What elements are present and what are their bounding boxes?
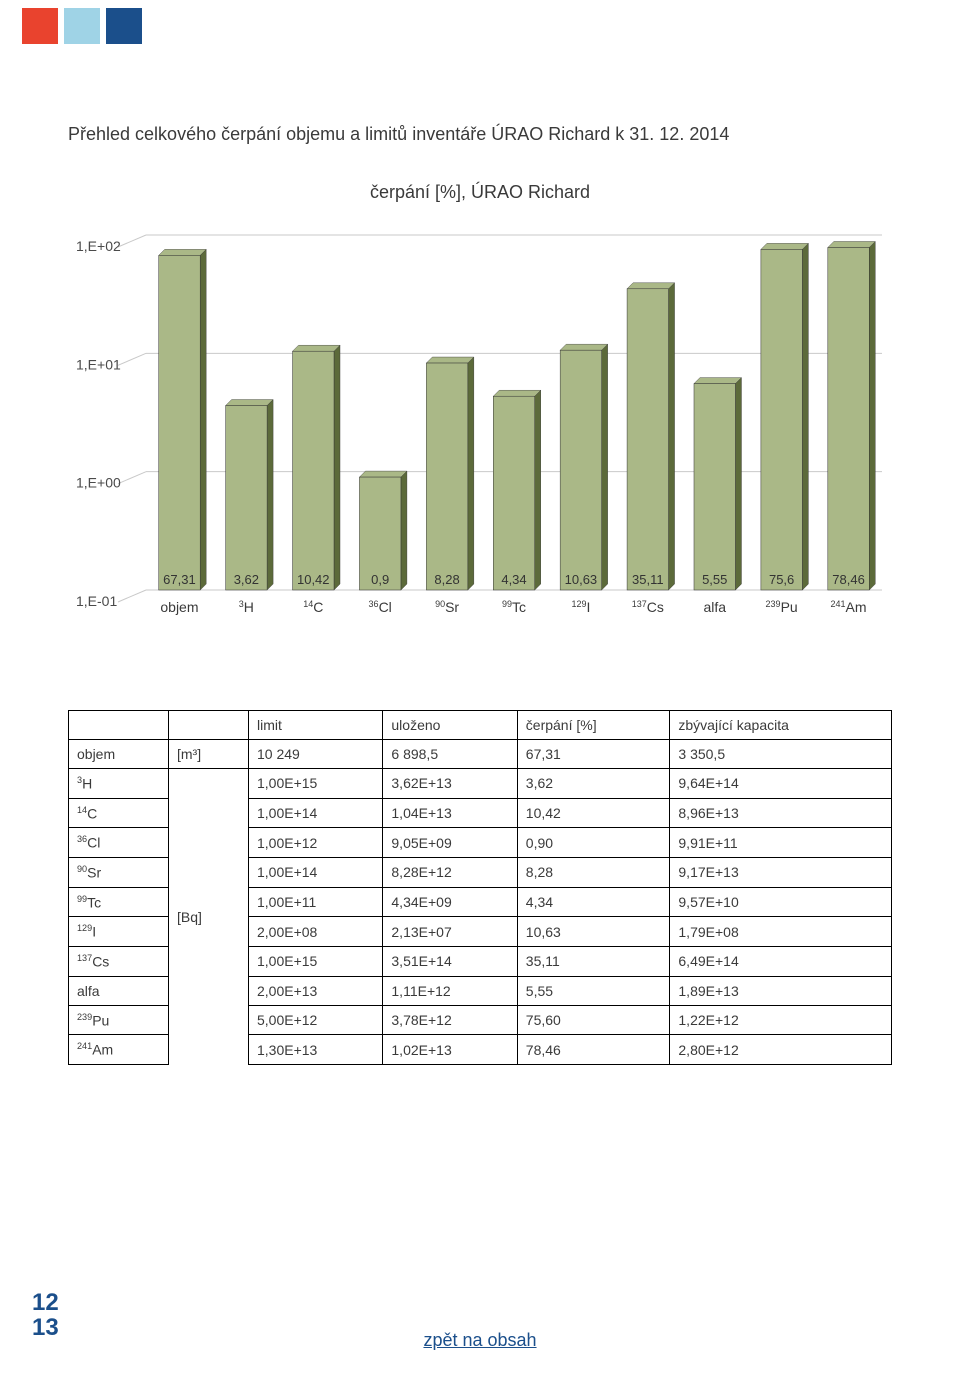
row-label: 129I: [69, 917, 169, 947]
cell-cerpani: 0,90: [517, 828, 670, 858]
cell-limit: 2,00E+13: [249, 976, 383, 1005]
cell-cerpani: 67,31: [517, 740, 670, 769]
cell-cerpani: 10,63: [517, 917, 670, 947]
cell-ulozeno: 3,78E+12: [383, 1005, 517, 1035]
th-ulozeno: uloženo: [383, 711, 517, 740]
cell-ulozeno: 1,02E+13: [383, 1035, 517, 1065]
cell-zbyv: 1,79E+08: [670, 917, 892, 947]
svg-text:99Tc: 99Tc: [502, 599, 526, 615]
row-label: 99Tc: [69, 887, 169, 917]
cell-zbyv: 2,80E+12: [670, 1035, 892, 1065]
cell-cerpani: 5,55: [517, 976, 670, 1005]
data-table: limituloženočerpání [%]zbývající kapacit…: [68, 710, 892, 1065]
cell-zbyv: 6,49E+14: [670, 946, 892, 976]
svg-text:67,31: 67,31: [163, 572, 196, 587]
th-zbyv: zbývající kapacita: [670, 711, 892, 740]
cell-zbyv: 8,96E+13: [670, 798, 892, 828]
row-label: 90Sr: [69, 857, 169, 887]
cell-ulozeno: 3,51E+14: [383, 946, 517, 976]
cell-cerpani: 35,11: [517, 946, 670, 976]
cell-ulozeno: 8,28E+12: [383, 857, 517, 887]
cell-zbyv: 9,91E+11: [670, 828, 892, 858]
cell-ulozeno: 1,11E+12: [383, 976, 517, 1005]
square-3: [106, 8, 142, 44]
svg-text:129I: 129I: [571, 599, 590, 615]
svg-text:8,28: 8,28: [434, 572, 459, 587]
cell-ulozeno: 3,62E+13: [383, 769, 517, 799]
svg-text:4,34: 4,34: [501, 572, 526, 587]
cell-ulozeno: 6 898,5: [383, 740, 517, 769]
cell-ulozeno: 1,04E+13: [383, 798, 517, 828]
svg-text:90Sr: 90Sr: [435, 599, 459, 615]
svg-text:objem: objem: [160, 599, 198, 615]
cell-zbyv: 1,89E+13: [670, 976, 892, 1005]
cell-zbyv: 1,22E+12: [670, 1005, 892, 1035]
svg-text:36Cl: 36Cl: [369, 599, 392, 615]
cell-ulozeno: 4,34E+09: [383, 887, 517, 917]
square-1: [22, 8, 58, 44]
cell-zbyv: 9,17E+13: [670, 857, 892, 887]
chart-title: čerpání [%], ÚRAO Richard: [0, 182, 960, 203]
cell-cerpani: 4,34: [517, 887, 670, 917]
svg-text:10,42: 10,42: [297, 572, 330, 587]
back-to-contents-link[interactable]: zpět na obsah: [0, 1330, 960, 1351]
row-label: 239Pu: [69, 1005, 169, 1035]
cell-cerpani: 8,28: [517, 857, 670, 887]
cell-ulozeno: 9,05E+09: [383, 828, 517, 858]
cell-cerpani: 3,62: [517, 769, 670, 799]
cell-zbyv: 9,64E+14: [670, 769, 892, 799]
cell-limit: 1,00E+14: [249, 798, 383, 828]
cell-cerpani: 10,42: [517, 798, 670, 828]
cell-zbyv: 9,57E+10: [670, 887, 892, 917]
page-num-1: 12: [32, 1290, 59, 1315]
svg-text:78,46: 78,46: [832, 572, 865, 587]
row-label: 3H: [69, 769, 169, 799]
svg-text:35,11: 35,11: [632, 572, 664, 587]
cell-limit: 1,00E+12: [249, 828, 383, 858]
svg-text:14C: 14C: [303, 599, 323, 615]
unit-bq: [Bq]: [169, 769, 249, 1065]
svg-text:1,E+02: 1,E+02: [76, 238, 121, 254]
cell-limit: 5,00E+12: [249, 1005, 383, 1035]
row-label: alfa: [69, 976, 169, 1005]
svg-text:3H: 3H: [239, 599, 254, 615]
cell-ulozeno: 2,13E+07: [383, 917, 517, 947]
table-row: objem[m³]10 2496 898,567,313 350,5: [69, 740, 892, 769]
top-squares: [22, 8, 142, 44]
cell-limit: 2,00E+08: [249, 917, 383, 947]
page-title: Přehled celkového čerpání objemu a limit…: [68, 124, 729, 145]
cell-limit: 1,00E+14: [249, 857, 383, 887]
cell-cerpani: 75,60: [517, 1005, 670, 1035]
svg-text:alfa: alfa: [703, 599, 726, 615]
cell-zbyv: 3 350,5: [670, 740, 892, 769]
unit-m3: [m³]: [169, 740, 249, 769]
svg-text:75,6: 75,6: [769, 572, 794, 587]
table-row: 3H[Bq]1,00E+153,62E+133,629,64E+14: [69, 769, 892, 799]
svg-text:10,63: 10,63: [565, 572, 598, 587]
svg-text:137Cs: 137Cs: [632, 599, 664, 615]
th-limit: limit: [249, 711, 383, 740]
cell-limit: 1,00E+15: [249, 769, 383, 799]
square-2: [64, 8, 100, 44]
cell-cerpani: 78,46: [517, 1035, 670, 1065]
cell-limit: 10 249: [249, 740, 383, 769]
row-label: 241Am: [69, 1035, 169, 1065]
cell-limit: 1,30E+13: [249, 1035, 383, 1065]
svg-text:1,E-01: 1,E-01: [76, 593, 117, 609]
cell-limit: 1,00E+15: [249, 946, 383, 976]
row-label: 137Cs: [69, 946, 169, 976]
svg-text:3,62: 3,62: [234, 572, 259, 587]
th-cerpani: čerpání [%]: [517, 711, 670, 740]
svg-text:0,9: 0,9: [371, 572, 389, 587]
svg-text:241Am: 241Am: [831, 599, 867, 615]
row-label: 14C: [69, 798, 169, 828]
svg-text:1,E+01: 1,E+01: [76, 356, 121, 372]
svg-text:239Pu: 239Pu: [766, 599, 798, 615]
row-label: objem: [69, 740, 169, 769]
cell-limit: 1,00E+11: [249, 887, 383, 917]
svg-text:1,E+00: 1,E+00: [76, 475, 121, 491]
bar-chart: 1,E+02 1,E+01 1,E+00 1,E-01 67,31 objem 3,62 3H…: [68, 225, 892, 645]
row-label: 36Cl: [69, 828, 169, 858]
svg-text:5,55: 5,55: [702, 572, 727, 587]
